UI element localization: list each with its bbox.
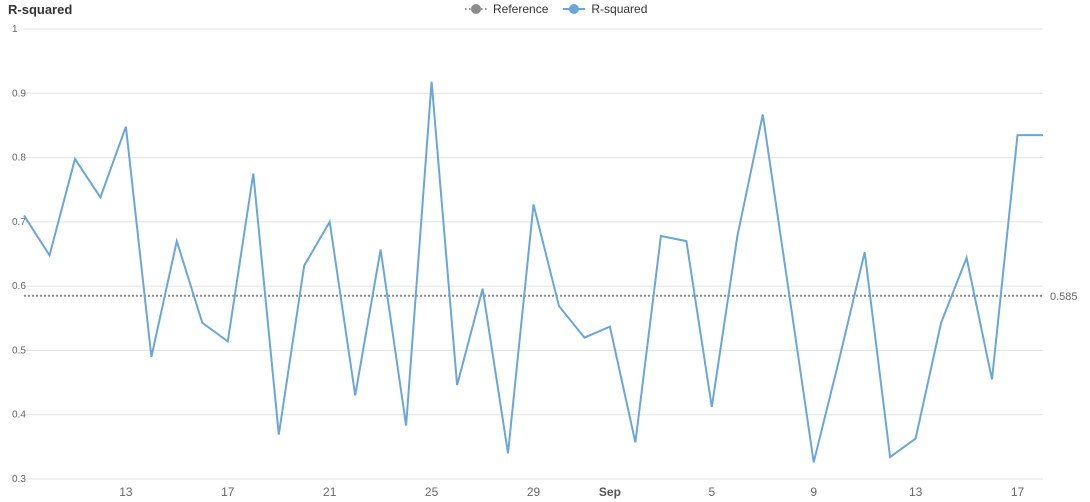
reference-value-label: 0.585: [1050, 291, 1078, 303]
data-point[interactable]: [709, 404, 715, 410]
data-point[interactable]: [378, 247, 384, 253]
data-point[interactable]: [760, 112, 766, 118]
data-point[interactable]: [811, 459, 817, 465]
data-point[interactable]: [352, 392, 358, 398]
data-point[interactable]: [480, 286, 486, 292]
y-tick-label: 1: [12, 24, 18, 35]
x-tick-label: 21: [323, 485, 337, 499]
x-tick-label: 25: [425, 485, 439, 499]
data-point[interactable]: [989, 376, 995, 382]
r-squared-legend-icon: [563, 4, 586, 14]
x-tick-label: 17: [221, 485, 235, 499]
data-point[interactable]: [327, 219, 333, 225]
data-point[interactable]: [250, 171, 256, 177]
data-point[interactable]: [734, 234, 740, 240]
data-point[interactable]: [174, 238, 180, 244]
data-point[interactable]: [1040, 132, 1046, 138]
data-point[interactable]: [658, 233, 664, 239]
data-point[interactable]: [531, 202, 537, 208]
chart-title: R-squared: [8, 2, 73, 17]
data-point[interactable]: [403, 423, 409, 429]
data-point[interactable]: [556, 303, 562, 309]
y-tick-label: 0.8: [12, 153, 26, 164]
r-squared-series-line: [23, 81, 1043, 463]
legend-item-reference[interactable]: Reference: [464, 2, 548, 16]
data-point[interactable]: [913, 436, 919, 442]
data-point[interactable]: [123, 124, 129, 130]
x-tick-label: 9: [810, 485, 817, 499]
data-point[interactable]: [225, 338, 231, 344]
y-tick-label: 0.7: [12, 217, 26, 228]
data-point[interactable]: [887, 454, 893, 460]
data-point[interactable]: [607, 324, 613, 330]
data-point[interactable]: [505, 450, 511, 456]
data-point[interactable]: [148, 354, 154, 360]
y-tick-label: 0.5: [12, 345, 26, 356]
x-tick-label: 13: [909, 485, 923, 499]
x-tick-label: 13: [119, 485, 133, 499]
data-point[interactable]: [632, 439, 638, 445]
data-point[interactable]: [938, 320, 944, 326]
data-point[interactable]: [581, 335, 587, 341]
data-point[interactable]: [429, 79, 435, 85]
reference-legend-icon: [465, 4, 487, 14]
x-tick-label: 17: [1011, 485, 1025, 499]
data-point[interactable]: [836, 356, 842, 362]
y-tick-label: 0.3: [12, 474, 26, 485]
data-point[interactable]: [97, 194, 103, 200]
y-tick-label: 0.9: [12, 88, 26, 99]
x-tick-label: 29: [527, 485, 541, 499]
x-tick-label: 5: [708, 485, 715, 499]
data-point[interactable]: [72, 156, 78, 162]
x-tick-label: Sep: [599, 485, 621, 499]
data-point[interactable]: [862, 249, 868, 255]
legend: Reference R-squared: [464, 2, 661, 16]
data-point[interactable]: [46, 252, 52, 258]
data-point[interactable]: [301, 263, 307, 269]
data-point[interactable]: [683, 238, 689, 244]
data-point[interactable]: [454, 382, 460, 388]
data-point[interactable]: [785, 285, 791, 291]
legend-label-r-squared: R-squared: [591, 2, 648, 16]
legend-item-r-squared[interactable]: R-squared: [562, 2, 647, 16]
data-point[interactable]: [276, 432, 282, 438]
y-tick-label: 0.4: [12, 410, 26, 421]
legend-label-reference: Reference: [493, 2, 549, 16]
data-point[interactable]: [21, 212, 27, 218]
data-point[interactable]: [964, 255, 970, 261]
data-point[interactable]: [1015, 132, 1021, 138]
y-tick-label: 0.6: [12, 281, 26, 292]
data-point[interactable]: [199, 320, 205, 326]
